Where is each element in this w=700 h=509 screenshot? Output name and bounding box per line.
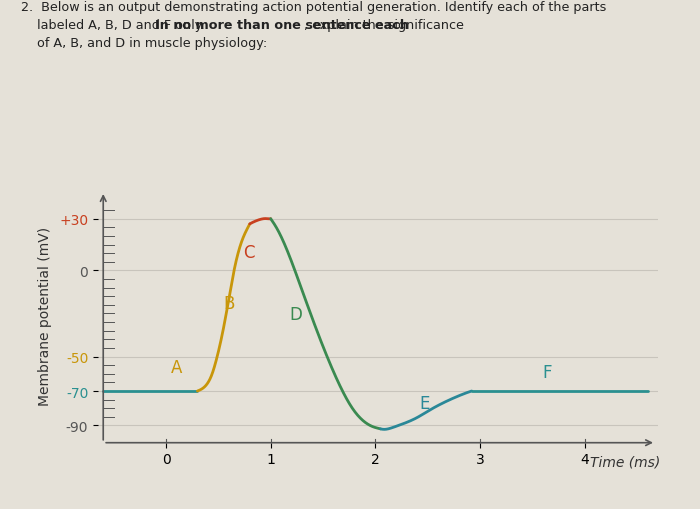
Text: B: B <box>223 295 235 313</box>
Text: labeled A, B, D and F only.: labeled A, B, D and F only. <box>21 19 209 32</box>
Y-axis label: Membrane potential (mV): Membrane potential (mV) <box>38 226 52 405</box>
Text: A: A <box>172 358 183 376</box>
Text: Time (ms): Time (ms) <box>590 455 660 469</box>
Text: D: D <box>290 305 302 323</box>
Text: C: C <box>244 243 255 261</box>
Text: of A, B, and D in muscle physiology:: of A, B, and D in muscle physiology: <box>21 37 267 49</box>
Text: E: E <box>419 394 430 412</box>
Text: , explain the significance: , explain the significance <box>304 19 463 32</box>
Text: F: F <box>543 363 552 381</box>
Text: 2.  Below is an output demonstrating action potential generation. Identify each : 2. Below is an output demonstrating acti… <box>21 1 606 14</box>
Text: In no more than one sentence each: In no more than one sentence each <box>155 19 410 32</box>
